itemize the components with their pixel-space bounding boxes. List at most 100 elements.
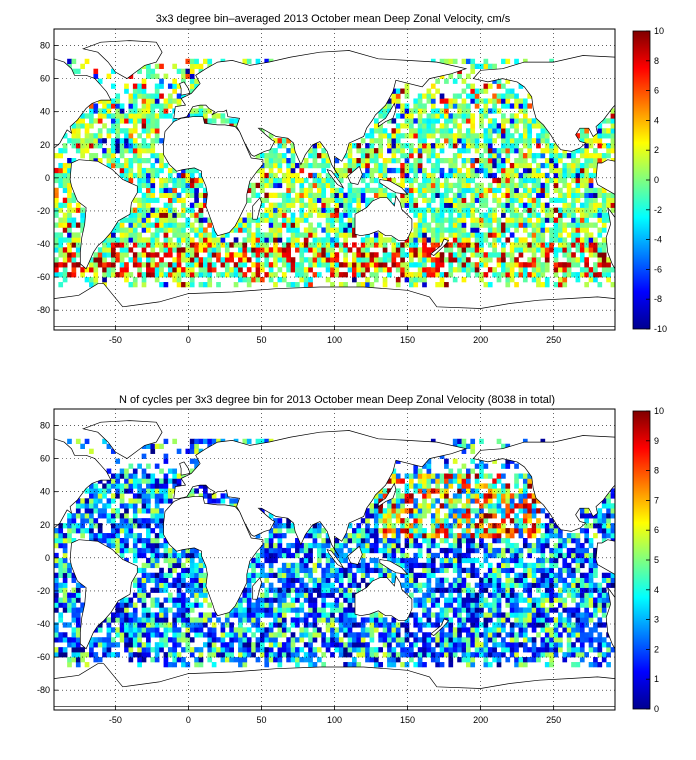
heat-cell — [531, 167, 537, 174]
heat-cell — [124, 252, 129, 258]
heat-cell — [549, 167, 554, 174]
heat-cell — [176, 192, 182, 198]
heat-cell — [277, 622, 283, 628]
heat-cell — [308, 172, 313, 179]
heat-cell — [430, 647, 436, 653]
heat-cell — [391, 572, 397, 578]
heat-cell — [308, 542, 313, 549]
heat-cell — [435, 582, 440, 588]
heat-cell — [378, 143, 384, 149]
heat-cell — [435, 162, 440, 169]
heat-cell — [395, 128, 401, 134]
heat-cell — [141, 197, 147, 203]
heat-cell — [492, 138, 497, 144]
heat-cell — [321, 242, 327, 248]
heat-cell — [238, 627, 243, 633]
heat-cell — [321, 642, 327, 648]
heat-cell — [259, 187, 265, 194]
heat-cell — [444, 177, 449, 184]
heat-cell — [430, 652, 436, 658]
heat-cell — [141, 602, 147, 608]
heat-cell — [62, 597, 68, 603]
heat-cell — [391, 167, 397, 174]
heat-cell — [163, 207, 169, 213]
heat-cell — [159, 138, 164, 144]
heat-cell — [435, 577, 440, 583]
heat-cell — [54, 542, 59, 549]
heat-cell — [391, 478, 397, 484]
heat-cell — [492, 123, 497, 129]
heat-cell — [474, 227, 480, 233]
heat-cell — [391, 513, 397, 519]
heat-cell — [360, 282, 366, 288]
heat-cell — [492, 177, 497, 184]
heat-cell — [303, 257, 309, 263]
heat-cell — [387, 257, 392, 263]
heat-cell — [417, 138, 423, 144]
heat-cell — [268, 597, 274, 603]
heat-cell — [54, 582, 59, 588]
heat-cell — [347, 582, 353, 588]
heat-cell — [198, 202, 204, 208]
heat-cell — [80, 153, 85, 159]
heat-cell — [273, 158, 278, 164]
heat-cell — [465, 267, 471, 273]
heat-cell — [465, 272, 471, 278]
heat-cell — [189, 468, 195, 474]
heat-cell — [159, 632, 164, 638]
heat-cell — [163, 622, 169, 628]
heat-cell — [584, 232, 589, 238]
heat-cell — [163, 192, 169, 198]
heat-cell — [387, 557, 392, 564]
heat-cell — [474, 197, 480, 203]
heat-cell — [194, 83, 199, 89]
heat-cell — [110, 148, 116, 154]
heat-cell — [575, 257, 581, 263]
heat-cell — [281, 262, 287, 268]
heat-cell — [185, 58, 191, 65]
heat-cell — [132, 478, 138, 484]
heat-cell — [360, 647, 366, 653]
heat-cell — [172, 267, 178, 273]
heat-cell — [124, 128, 129, 134]
heat-cell — [124, 473, 129, 479]
heat-cell — [360, 237, 366, 243]
heat-cell — [150, 182, 156, 189]
heat-cell — [422, 488, 427, 494]
heat-cell — [268, 262, 274, 268]
colorbar-tick-label: 0 — [654, 175, 659, 185]
heat-cell — [106, 518, 112, 524]
heat-cell — [62, 227, 68, 233]
heat-cell — [89, 518, 94, 524]
heat-cell — [167, 567, 173, 574]
heat-cell — [352, 528, 357, 534]
heat-cell — [146, 257, 151, 263]
heat-cell — [141, 138, 147, 144]
heat-cell — [211, 498, 217, 504]
heat-cell — [413, 103, 419, 109]
heat-cell — [593, 212, 598, 218]
heat-cell — [514, 262, 519, 268]
heat-cell — [80, 148, 85, 154]
heat-cell — [137, 498, 142, 504]
heat-cell — [422, 493, 427, 499]
heat-cell — [378, 123, 384, 129]
heat-cell — [487, 222, 493, 228]
heat-cell — [189, 438, 195, 445]
heat-cell — [413, 282, 419, 288]
heat-cell — [579, 217, 585, 223]
heat-cell — [365, 143, 370, 149]
heat-cell — [413, 473, 419, 479]
heat-cell — [119, 602, 125, 608]
heat-cell — [422, 483, 427, 489]
heat-cell — [185, 627, 191, 633]
heat-cell — [347, 592, 353, 598]
heat-cell — [71, 232, 77, 238]
heat-cell — [203, 587, 208, 593]
heat-cell — [203, 582, 208, 588]
heat-cell — [514, 212, 519, 218]
heat-cell — [163, 627, 169, 633]
y-tick-label: 60 — [40, 74, 50, 84]
heat-cell — [124, 267, 129, 273]
heat-cell — [518, 118, 524, 124]
